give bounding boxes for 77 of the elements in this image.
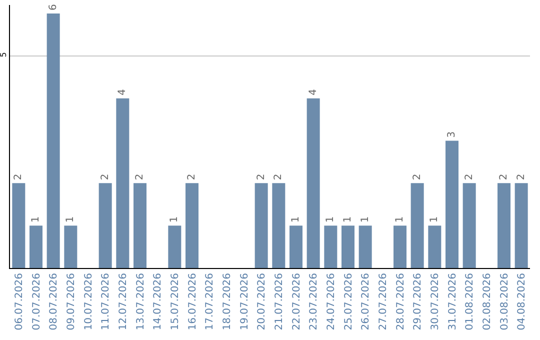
bar — [46, 13, 60, 268]
y-tick-label: 5 — [0, 52, 8, 58]
bar — [342, 226, 354, 268]
x-tick-label: 26.07.2026 — [360, 273, 372, 330]
x-tick-label: 16.07.2026 — [187, 273, 198, 330]
x-tick-label: 04.08.2026 — [516, 273, 528, 330]
x-tick-label: 02.08.2026 — [482, 273, 493, 330]
data-label: 2 — [516, 174, 527, 180]
data-label: 1 — [30, 216, 42, 223]
x-tick-label: 12.07.2026 — [118, 273, 129, 330]
bar — [290, 226, 302, 268]
x-tick-label: 21.07.2026 — [274, 273, 285, 330]
bar — [168, 226, 182, 268]
x-tick-label: 27.07.2026 — [378, 273, 389, 330]
x-tick-label: 24.07.2026 — [326, 273, 337, 330]
data-label: 1 — [360, 216, 371, 223]
x-tick-label: 07.07.2026 — [31, 273, 42, 330]
bar — [186, 183, 198, 268]
x-tick-label: 06.07.2026 — [14, 273, 25, 330]
data-label: 1 — [169, 216, 180, 223]
bar — [272, 183, 286, 268]
x-tick-label: 28.07.2026 — [395, 273, 406, 330]
bar — [462, 183, 476, 268]
x-tick-label: 11.07.2026 — [100, 273, 112, 330]
data-label: 2 — [273, 174, 284, 180]
x-tick-label: 29.07.2026 — [412, 273, 424, 330]
data-label: 3 — [446, 131, 458, 138]
x-tick-label: 20.07.2026 — [256, 273, 268, 330]
data-label: 1 — [325, 216, 336, 223]
x-tick-label: 30.07.2026 — [430, 273, 441, 330]
bar — [30, 226, 42, 268]
x-tick-label: 08.07.2026 — [48, 273, 60, 330]
bar — [116, 98, 130, 268]
data-label: 2 — [256, 174, 267, 180]
bar — [12, 183, 26, 268]
x-tick-label: 19.07.2026 — [239, 273, 250, 330]
x-tick-label: 13.07.2026 — [135, 273, 146, 330]
bar — [254, 183, 268, 268]
x-tick-label: 18.07.2026 — [222, 273, 233, 330]
data-label: 2 — [412, 174, 423, 180]
x-tick-label: 25.07.2026 — [343, 273, 354, 330]
x-tick-label: 17.07.2026 — [204, 273, 216, 330]
bar — [324, 226, 338, 268]
data-label: 4 — [308, 88, 319, 96]
bar — [64, 226, 78, 268]
data-label: 1 — [342, 216, 354, 223]
data-label: 2 — [464, 174, 475, 180]
bar — [98, 183, 112, 268]
data-label: 6 — [48, 4, 59, 10]
bar — [394, 226, 406, 268]
data-label: 2 — [100, 174, 111, 180]
data-label: 2 — [13, 174, 24, 180]
x-tick-label: 31.07.2026 — [447, 273, 458, 330]
data-label: 1 — [429, 216, 440, 223]
bar — [446, 140, 458, 268]
x-tick-label: 01.08.2026 — [464, 273, 476, 330]
bar — [428, 226, 442, 268]
data-label: 2 — [186, 174, 198, 180]
data-label: 1 — [394, 216, 406, 223]
x-tick-label: 10.07.2026 — [83, 273, 94, 330]
bar — [410, 183, 424, 268]
x-tick-label: 14.07.2026 — [152, 273, 164, 330]
data-label: 2 — [498, 174, 510, 180]
bar — [498, 183, 510, 268]
bar — [134, 183, 146, 268]
x-tick-label: 22.07.2026 — [291, 273, 302, 330]
bar — [514, 183, 528, 268]
bar — [306, 98, 320, 268]
data-label: 4 — [117, 88, 128, 96]
data-label: 1 — [290, 216, 302, 223]
x-tick-label: 23.07.2026 — [308, 273, 320, 330]
data-label: 2 — [134, 174, 146, 180]
x-tick-label: 03.08.2026 — [499, 273, 510, 330]
x-tick-label: 15.07.2026 — [170, 273, 181, 330]
bar — [358, 226, 372, 268]
data-label: 1 — [65, 216, 76, 223]
x-tick-label: 09.07.2026 — [66, 273, 77, 330]
